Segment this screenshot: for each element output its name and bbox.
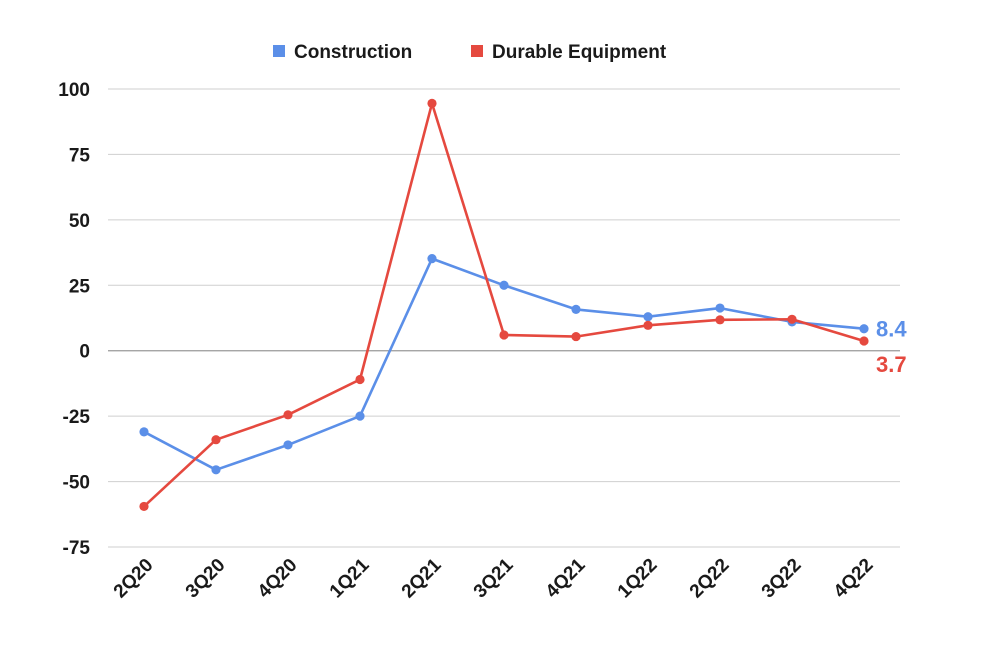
end-label-durable-equipment: 3.7 (876, 352, 907, 377)
data-point (499, 330, 509, 340)
x-tick-label: 1Q22 (614, 555, 662, 603)
x-tick-label: 2Q22 (686, 555, 734, 603)
y-tick-label: -50 (63, 473, 90, 494)
x-tick-label: 2Q21 (398, 554, 446, 602)
x-tick-label: 4Q20 (254, 555, 302, 603)
x-tick-label: 3Q22 (758, 555, 806, 603)
data-point (283, 410, 293, 420)
data-point (211, 465, 221, 475)
data-point (571, 331, 581, 342)
y-tick-label: -75 (63, 538, 91, 559)
y-axis: 100 75 50 25 0 -25 -50 -75 (58, 80, 90, 559)
x-tick-label: 3Q21 (470, 554, 518, 602)
data-point (571, 304, 581, 314)
data-point (859, 336, 869, 346)
y-tick-label: 100 (58, 80, 90, 101)
data-point (355, 411, 365, 421)
series-line-1 (143, 257, 865, 472)
y-tick-label: 0 (79, 342, 90, 363)
series-line-2 (143, 102, 865, 508)
data-point (787, 314, 797, 324)
data-point (715, 303, 725, 313)
x-tick-label: 1Q21 (326, 554, 374, 602)
x-tick-label: 4Q21 (542, 554, 590, 602)
y-tick-label: 25 (69, 276, 91, 297)
y-tick-label: 50 (69, 211, 90, 232)
data-point (427, 253, 437, 264)
end-labels: 8.43.7 (876, 317, 907, 377)
gridlines (108, 88, 900, 548)
legend: Construction Durable Equipment (273, 42, 667, 63)
y-tick-label: 75 (69, 145, 91, 166)
end-label-construction: 8.4 (876, 317, 907, 342)
data-point (499, 280, 509, 290)
data-point (211, 435, 221, 445)
data-point (427, 98, 437, 108)
data-point (859, 324, 869, 334)
legend-swatch (471, 45, 483, 57)
data-point (355, 374, 365, 385)
legend-swatch (273, 45, 285, 57)
data-point (643, 320, 653, 330)
x-tick-label: 2Q20 (110, 555, 158, 603)
data-point (283, 440, 293, 450)
x-tick-label: 3Q20 (182, 555, 230, 603)
series-layer (139, 98, 869, 512)
y-tick-label: -25 (63, 407, 91, 428)
data-point (643, 312, 653, 322)
legend-label: Durable Equipment (492, 42, 667, 63)
data-point (139, 427, 149, 437)
data-point (139, 501, 149, 512)
legend-label: Construction (294, 42, 412, 63)
data-point (715, 315, 725, 325)
x-axis: 2Q20 3Q20 4Q20 1Q21 2Q21 3Q21 4Q21 1Q22 2Q22 3Q22… (110, 554, 878, 602)
x-tick-label: 4Q22 (830, 555, 878, 603)
